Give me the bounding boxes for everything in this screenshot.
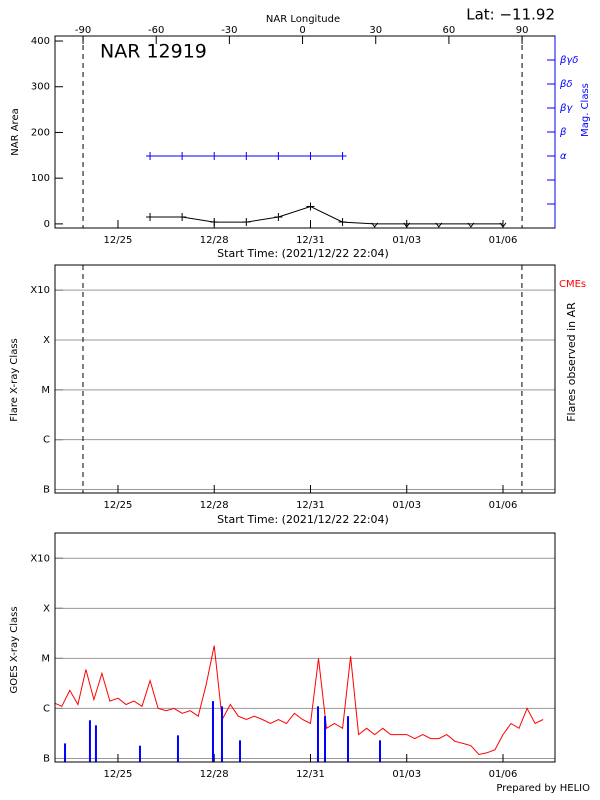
y-tick-label: 400	[31, 36, 50, 47]
x2-tick-label: 30	[369, 25, 382, 36]
y-tick-label: B	[43, 484, 50, 495]
y-tick-label: B	[43, 753, 50, 764]
series-line	[55, 645, 544, 756]
y2-tick-label: βδ	[559, 79, 573, 90]
bar	[239, 740, 242, 762]
marker	[274, 213, 283, 222]
y-tick-label: X	[43, 603, 50, 614]
y-tick-label: X10	[30, 553, 50, 564]
marker	[306, 202, 315, 211]
x2-tick-label: -30	[221, 25, 237, 36]
y-tick-label: X	[43, 335, 50, 346]
marker	[371, 222, 379, 228]
bar	[220, 706, 223, 762]
marker	[338, 152, 347, 160]
series-line	[150, 205, 503, 225]
y-tick-label: C	[43, 435, 50, 446]
y-tick-label: 200	[31, 127, 50, 138]
x-tick-label: 12/28	[200, 500, 229, 511]
marker	[242, 152, 251, 160]
bar	[138, 745, 141, 762]
x2-tick-label: 90	[516, 25, 529, 36]
marker	[499, 222, 507, 228]
y2-tick-label: α	[560, 151, 567, 162]
y-tick-label: C	[43, 703, 50, 714]
y-axis-title: GOES X-ray Class	[9, 606, 20, 693]
y2-axis-title: Flares observed in AR	[565, 302, 578, 422]
x-tick-label: 12/31	[296, 235, 325, 246]
y-tick-label: M	[41, 653, 50, 664]
bar	[94, 725, 97, 762]
y-tick-label: M	[41, 385, 50, 396]
x-tick-label: 01/03	[392, 235, 421, 246]
footer: Prepared by HELIO	[496, 783, 590, 794]
x2-tick-label: 0	[299, 25, 305, 36]
x-tick-label: 12/31	[296, 769, 325, 780]
legend-label: CMEs	[559, 279, 586, 290]
bar	[211, 701, 214, 762]
latitude-label: Lat: −11.92	[466, 6, 555, 24]
marker	[306, 152, 315, 160]
marker	[210, 152, 219, 160]
bar	[176, 735, 179, 762]
marker	[403, 222, 411, 228]
marker	[146, 213, 155, 222]
x-tick-label: 12/25	[104, 769, 133, 780]
marker	[146, 152, 155, 160]
plot-frame	[54, 264, 556, 494]
x-tick-label: 01/06	[489, 769, 518, 780]
y-axis-title: Flare X-ray Class	[9, 338, 20, 422]
x-tick-label: 01/06	[489, 500, 518, 511]
x-axis-title: Start Time: (2021/12/22 22:04)	[217, 247, 389, 260]
y2-tick-label: βγ	[559, 103, 573, 114]
bar	[324, 716, 327, 762]
x-tick-label: 12/31	[296, 500, 325, 511]
marker	[467, 222, 475, 228]
x2-axis-title: NAR Longitude	[266, 14, 340, 25]
bar	[347, 716, 350, 762]
marker	[435, 222, 443, 228]
bar	[88, 720, 91, 762]
y-tick-label: X10	[30, 285, 50, 296]
y2-axis-title: Mag. Class	[580, 83, 591, 137]
x2-tick-label: 60	[443, 25, 456, 36]
plot-frame	[54, 532, 556, 763]
y-tick-label: 300	[31, 82, 50, 93]
marker	[178, 152, 187, 160]
x-tick-label: 12/25	[104, 500, 133, 511]
region-annotation: NAR 12919	[100, 41, 207, 63]
x2-tick-label: -90	[75, 25, 91, 36]
plot-frame	[54, 35, 556, 229]
marker	[338, 218, 347, 227]
marker	[274, 152, 283, 160]
bar	[64, 743, 67, 762]
bar	[316, 706, 319, 762]
y-tick-label: 100	[31, 173, 50, 184]
y-tick-label: 0	[44, 219, 50, 230]
bar-group	[64, 701, 381, 762]
x-tick-label: 12/25	[104, 235, 133, 246]
x-tick-label: 01/06	[489, 235, 518, 246]
marker	[242, 218, 251, 227]
x2-tick-label: -60	[148, 25, 164, 36]
x-tick-label: 01/03	[392, 769, 421, 780]
y2-tick-label: βγδ	[559, 55, 578, 66]
bar	[379, 740, 381, 762]
x-tick-label: 12/28	[200, 769, 229, 780]
x-tick-label: 01/03	[392, 500, 421, 511]
marker	[178, 213, 187, 222]
x-axis-title: Start Time: (2021/12/22 22:04)	[217, 513, 389, 526]
x-tick-label: 12/28	[200, 235, 229, 246]
marker	[210, 218, 219, 227]
y-axis-title: NAR Area	[10, 108, 21, 155]
y2-tick-label: β	[559, 127, 567, 138]
